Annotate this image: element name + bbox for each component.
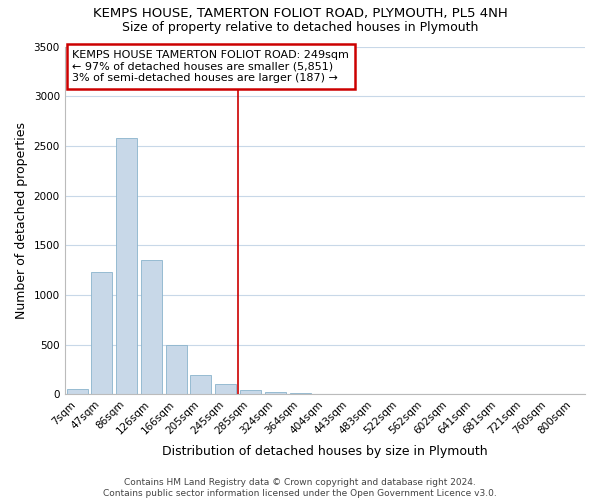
Bar bbox=[141, 260, 162, 394]
Text: KEMPS HOUSE TAMERTON FOLIOT ROAD: 249sqm
← 97% of detached houses are smaller (5: KEMPS HOUSE TAMERTON FOLIOT ROAD: 249sqm… bbox=[73, 50, 349, 83]
Bar bbox=[215, 384, 236, 394]
Text: KEMPS HOUSE, TAMERTON FOLIOT ROAD, PLYMOUTH, PL5 4NH: KEMPS HOUSE, TAMERTON FOLIOT ROAD, PLYMO… bbox=[92, 8, 508, 20]
Text: Contains HM Land Registry data © Crown copyright and database right 2024.
Contai: Contains HM Land Registry data © Crown c… bbox=[103, 478, 497, 498]
Text: Size of property relative to detached houses in Plymouth: Size of property relative to detached ho… bbox=[122, 21, 478, 34]
Bar bbox=[166, 344, 187, 395]
Bar bbox=[240, 390, 261, 394]
Bar bbox=[91, 272, 112, 394]
Y-axis label: Number of detached properties: Number of detached properties bbox=[15, 122, 28, 319]
Bar bbox=[116, 138, 137, 394]
Bar bbox=[265, 392, 286, 394]
Bar bbox=[67, 390, 88, 394]
X-axis label: Distribution of detached houses by size in Plymouth: Distribution of detached houses by size … bbox=[162, 444, 488, 458]
Bar bbox=[190, 374, 211, 394]
